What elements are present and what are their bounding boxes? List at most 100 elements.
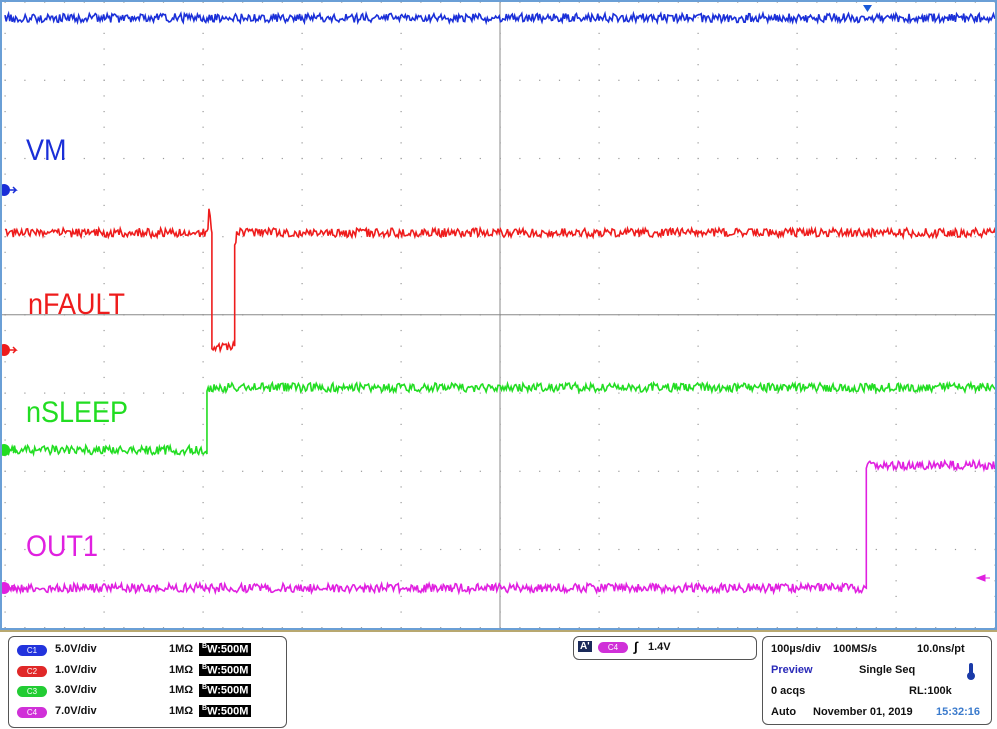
grid-dot [282, 80, 283, 81]
grid-dot [856, 80, 857, 81]
grid-dot [698, 549, 699, 550]
grid-dot [183, 627, 184, 628]
grid-dot [698, 580, 699, 581]
grid-dot [104, 471, 105, 472]
grid-dot [401, 189, 402, 190]
grid-dot [341, 471, 342, 472]
date: November 01, 2019 [813, 706, 913, 718]
grid-dot [599, 518, 600, 519]
grid-dot [757, 80, 758, 81]
grid-dot [915, 549, 916, 550]
grid-dot [341, 627, 342, 628]
ground-marker-c4[interactable] [2, 582, 10, 594]
grid-dot [737, 80, 738, 81]
grid-dot [203, 189, 204, 190]
grid-dot [519, 393, 520, 394]
trigger-level-marker[interactable] [977, 575, 990, 581]
grid-dot [638, 549, 639, 550]
grid-dot [104, 455, 105, 456]
grid-dot [698, 533, 699, 534]
grid-dot [104, 2, 105, 3]
grid-dot [995, 518, 996, 519]
grid-dot [361, 2, 362, 3]
grid-dot [163, 393, 164, 394]
grid-dot [618, 627, 619, 628]
channel-pill-4[interactable]: C4 [17, 707, 47, 718]
grid-dot [401, 48, 402, 49]
bw-value: W:500M [207, 664, 248, 676]
grid-dot [5, 158, 6, 159]
grid-dot [698, 127, 699, 128]
ground-marker-c2[interactable] [2, 344, 10, 356]
grid-dot [678, 393, 679, 394]
ground-marker-c1[interactable] [2, 184, 10, 196]
waveform-display[interactable]: VM nFAULT nSLEEP OUT1 [0, 0, 997, 630]
grid-dot [599, 580, 600, 581]
grid-dot [163, 2, 164, 3]
grid-dot [64, 80, 65, 81]
channel-pill-2[interactable]: C2 [17, 666, 47, 677]
channel-pill-1[interactable]: C1 [17, 645, 47, 656]
grid-dot [123, 80, 124, 81]
channel-pill-3[interactable]: C3 [17, 686, 47, 697]
grid-dot [876, 80, 877, 81]
grid-dot [24, 236, 25, 237]
grid-dot [5, 393, 6, 394]
grid-dot [104, 33, 105, 34]
grid-dot [104, 596, 105, 597]
trigger-box[interactable]: A' C4 ∫ 1.4V [573, 636, 757, 660]
channel-impedance-1: 1MΩ [169, 643, 193, 655]
grid-dot [104, 580, 105, 581]
grid-dot [302, 220, 303, 221]
grid-dot [321, 471, 322, 472]
grid-dot [222, 80, 223, 81]
grid-dot [183, 393, 184, 394]
grid-dot [401, 596, 402, 597]
channel-settings-box: C1 5.0V/div 1MΩ BW:500M C2 1.0V/div 1MΩ B… [8, 636, 287, 728]
grid-dot [896, 565, 897, 566]
grid-dot [203, 455, 204, 456]
grid-dot [361, 393, 362, 394]
grid-dot [480, 627, 481, 628]
grid-dot [203, 627, 204, 628]
grid-dot [44, 627, 45, 628]
grid-dot [401, 439, 402, 440]
grid-dot [896, 346, 897, 347]
thermometer-bulb [967, 672, 975, 680]
grid-dot [955, 2, 956, 3]
trigger-position-marker[interactable] [863, 5, 872, 12]
grid-dot [995, 205, 996, 206]
grid-dot [599, 189, 600, 190]
timebase: 100µs/div [771, 643, 821, 655]
grid-dot [698, 2, 699, 3]
grid-dot [84, 80, 85, 81]
grid-dot [896, 205, 897, 206]
grid-dot [302, 361, 303, 362]
grid-dot [420, 2, 421, 3]
grid-dot [698, 64, 699, 65]
grid-dot [698, 408, 699, 409]
grid-dot [658, 549, 659, 550]
grid-dot [599, 627, 600, 628]
grid-dot [618, 549, 619, 550]
grid-dot [797, 174, 798, 175]
grid-dot [856, 2, 857, 3]
grid-dot [698, 299, 699, 300]
grid-dot [955, 80, 956, 81]
grid-dot [222, 236, 223, 237]
grid-dot [836, 158, 837, 159]
grid-dot [678, 471, 679, 472]
grid-dot [757, 627, 758, 628]
grid-dot [777, 393, 778, 394]
grid-dot [896, 267, 897, 268]
grid-dot [935, 80, 936, 81]
grid-dot [460, 393, 461, 394]
grid-dot [5, 111, 6, 112]
grid-dot [183, 236, 184, 237]
acq-mode[interactable]: Single Seq [859, 664, 915, 676]
grid-dot [896, 299, 897, 300]
grid-dot [698, 565, 699, 566]
grid-dot [599, 486, 600, 487]
grid-dot [599, 33, 600, 34]
grid-dot [302, 127, 303, 128]
